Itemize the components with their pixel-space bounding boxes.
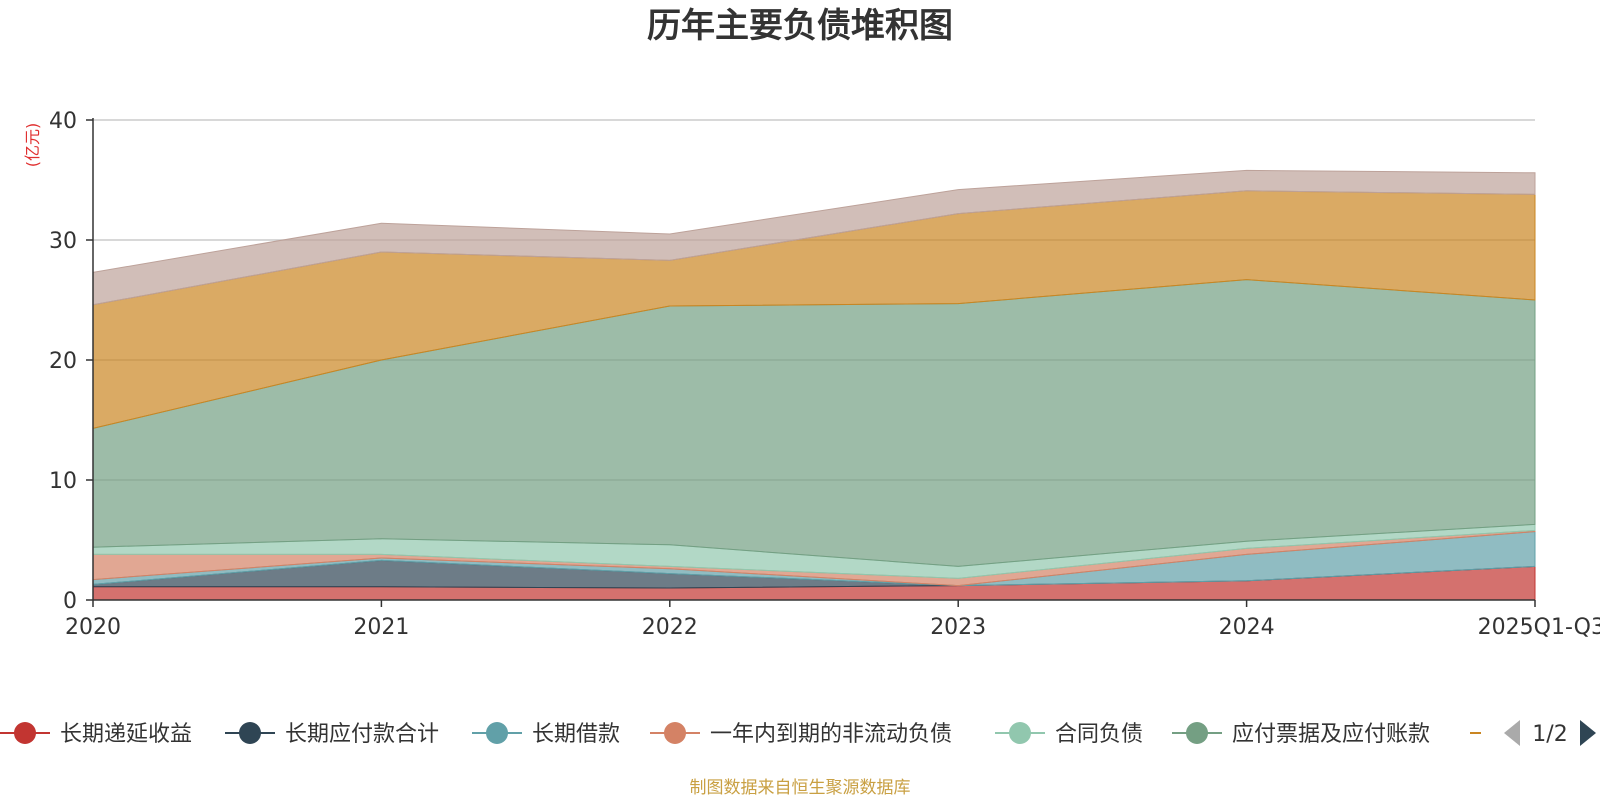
legend-item[interactable]: 应付票据及应付账款 xyxy=(1172,722,1430,747)
y-tick-label: 0 xyxy=(63,589,77,614)
y-tick-label: 20 xyxy=(49,349,77,374)
axes: 0 10 20 30 40 2020 2021 2022 2023 2024 2025Q1-Q3 xyxy=(49,109,1600,640)
legend-item[interactable]: 长期借款 xyxy=(472,722,620,747)
y-axis-unit-label: (亿元) xyxy=(23,123,42,168)
legend-item-label: 长期应付款合计 xyxy=(285,722,439,747)
legend: 长期递延收益 长期应付款合计 长期借款 一年内到期的非流动负债 合同负债 应付票据及应付账… xyxy=(0,722,1481,747)
legend-item-label: 长期递延收益 xyxy=(60,722,192,747)
legend-item-label: 一年内到期的非流动负债 xyxy=(710,722,952,747)
chart-title: 历年主要负债堆积图 xyxy=(647,6,953,46)
legend-marker-icon xyxy=(664,722,686,744)
y-tick-label: 30 xyxy=(49,229,77,254)
legend-prev-page-icon[interactable] xyxy=(1504,720,1520,746)
legend-pager: 1/2 xyxy=(1504,720,1596,747)
legend-item[interactable]: 一年内到期的非流动负债 xyxy=(650,722,952,747)
legend-marker-icon xyxy=(1009,722,1031,744)
legend-item-label: 长期借款 xyxy=(532,722,620,747)
legend-item-label: 合同负债 xyxy=(1055,722,1143,747)
y-tick-label: 40 xyxy=(49,109,77,134)
x-tick-label: 2021 xyxy=(353,615,409,640)
x-tick-label: 2024 xyxy=(1219,615,1275,640)
area-series-group xyxy=(92,169,1536,601)
area-series xyxy=(92,169,1536,306)
y-tick-label: 10 xyxy=(49,469,77,494)
legend-marker-icon xyxy=(1186,722,1208,744)
legend-marker-icon xyxy=(239,722,261,744)
legend-item-label: 应付票据及应付账款 xyxy=(1232,722,1430,747)
legend-marker-icon xyxy=(486,722,508,744)
legend-item[interactable]: 长期应付款合计 xyxy=(225,722,439,747)
legend-item[interactable]: 合同负债 xyxy=(995,722,1143,747)
x-tick-label: 2023 xyxy=(930,615,986,640)
legend-next-page-icon[interactable] xyxy=(1580,720,1596,746)
x-tick-label: 2025Q1-Q3 xyxy=(1478,615,1600,640)
legend-page-indicator: 1/2 xyxy=(1532,722,1567,747)
x-tick-label: 2020 xyxy=(65,615,121,640)
legend-item[interactable]: 长期递延收益 xyxy=(0,722,192,747)
x-tick-label: 2022 xyxy=(642,615,698,640)
legend-marker-icon xyxy=(14,722,36,744)
data-source-note: 制图数据来自恒生聚源数据库 xyxy=(690,778,911,798)
